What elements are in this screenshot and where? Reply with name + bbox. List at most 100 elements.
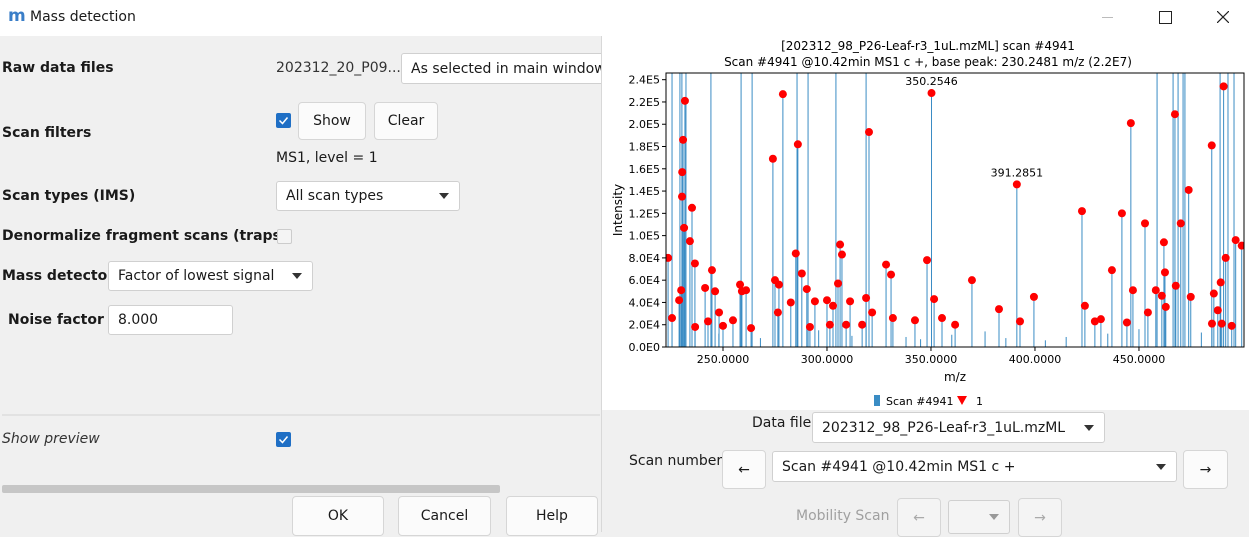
button[interactable]: → <box>1183 450 1228 489</box>
detected-peak <box>888 314 897 323</box>
y-tick-label: 4.0E4 <box>629 296 660 309</box>
detected-peak <box>1015 317 1024 326</box>
detected-peak <box>822 296 831 305</box>
maximize-button[interactable] <box>1159 11 1172 24</box>
combo-box[interactable]: Factor of lowest signal <box>108 261 313 291</box>
separator <box>2 414 600 416</box>
detected-peak <box>1231 236 1240 245</box>
field-label: Denormalize fragment scans (traps) <box>2 228 288 244</box>
x-tick-label: 400.0000 <box>1009 353 1062 366</box>
y-tick-label: 6.0E4 <box>629 274 660 287</box>
detected-peak <box>1170 110 1179 119</box>
detected-peak <box>728 316 737 325</box>
detected-peak <box>1184 185 1193 194</box>
detected-peak <box>1161 302 1170 311</box>
scrollbar[interactable] <box>2 485 500 493</box>
button[interactable]: Help <box>506 496 598 536</box>
plot-frame <box>665 72 1245 348</box>
detected-peak <box>1209 289 1218 298</box>
detected-peak <box>1186 292 1195 301</box>
y-tick-label: 2.0E5 <box>629 118 660 131</box>
annotation: 391.2851 <box>991 166 1044 179</box>
x-tick-label: 350.0000 <box>905 353 958 366</box>
detected-peak <box>1176 219 1185 228</box>
field-label: Mobility Scan <box>796 508 890 524</box>
y-tick-label: 2.0E4 <box>629 319 660 332</box>
detected-peak <box>1012 180 1021 189</box>
detected-peak <box>1213 306 1222 315</box>
detected-peak <box>1207 319 1216 328</box>
close-button[interactable] <box>1217 11 1229 23</box>
detected-peak <box>951 320 960 329</box>
detected-peak <box>1126 119 1135 128</box>
combo-box <box>948 500 1010 534</box>
y-tick-label: 1.8E5 <box>629 141 660 154</box>
detected-peak <box>842 320 851 329</box>
chart-subtitle: Scan #4941 @10.42min MS1 c +, base peak:… <box>724 55 1132 69</box>
detected-peak <box>793 140 802 149</box>
combo-box[interactable]: As selected in main window <box>401 53 606 84</box>
button[interactable]: Clear <box>374 102 438 140</box>
checkbox[interactable] <box>277 229 292 244</box>
detected-peak <box>679 135 688 144</box>
text-input[interactable]: 8.000 <box>108 305 233 335</box>
detected-peak <box>685 237 694 246</box>
detected-peak <box>668 314 677 323</box>
detected-peak <box>1237 241 1244 250</box>
detected-peak <box>938 314 947 323</box>
detected-peak <box>1219 82 1228 91</box>
detected-peak <box>680 96 689 105</box>
detected-peak <box>805 322 814 331</box>
detected-peak <box>778 90 787 99</box>
legend-swatch <box>957 396 967 405</box>
detected-peak <box>736 280 745 289</box>
y-axis-label: Intensity <box>611 184 625 236</box>
annotation: 350.2546 <box>905 75 958 88</box>
detected-peak <box>930 295 939 304</box>
combo-box[interactable]: Scan #4941 @10.42min MS1 c + <box>772 451 1177 482</box>
legend-label: 1 <box>976 395 983 408</box>
x-tick-label: 450.0000 <box>1113 353 1166 366</box>
combo-value: Scan #4941 @10.42min MS1 c + <box>782 458 1016 475</box>
detected-peak <box>701 283 710 292</box>
legend-swatch <box>874 395 880 406</box>
detected-peak <box>1117 209 1126 218</box>
combo-value: All scan types <box>286 188 384 204</box>
combo-box[interactable]: All scan types <box>276 181 460 211</box>
detected-peak <box>768 154 777 163</box>
detected-peak <box>691 322 700 331</box>
y-tick-label: 8.0E4 <box>629 252 660 265</box>
detected-peak <box>837 250 846 259</box>
y-tick-label: 2.4E5 <box>629 74 660 87</box>
detected-peak <box>802 285 811 294</box>
checkbox[interactable] <box>276 432 291 447</box>
detected-peak <box>1157 291 1166 300</box>
detected-peak <box>834 279 843 288</box>
detected-peak <box>677 286 686 295</box>
button[interactable]: Cancel <box>398 496 491 536</box>
x-axis-label: m/z <box>944 370 966 384</box>
button: ← <box>897 498 941 537</box>
y-tick-label: 2.2E5 <box>629 96 660 109</box>
combo-box[interactable]: 202312_98_P26-Leaf-r3_1uL.mzML <box>812 412 1105 443</box>
detected-peak <box>1227 321 1236 330</box>
minimize-button[interactable] <box>1102 17 1113 18</box>
y-tick-label: 1.2E5 <box>629 207 660 220</box>
detected-peak <box>923 256 932 265</box>
detected-peak <box>887 270 896 279</box>
detected-peak <box>1160 268 1169 277</box>
checkbox[interactable] <box>276 113 291 128</box>
title-bar <box>0 0 1249 36</box>
button[interactable]: OK <box>292 496 384 536</box>
detected-peak <box>1151 286 1160 295</box>
detected-peak <box>836 240 845 249</box>
detected-peak <box>711 287 720 296</box>
detected-peak <box>846 297 855 306</box>
detected-peak <box>797 269 806 278</box>
detected-peak <box>718 321 727 330</box>
button[interactable]: ← <box>722 450 766 489</box>
button[interactable]: Show <box>298 102 366 140</box>
detected-peak <box>666 253 673 262</box>
field-label: Noise factor <box>8 312 104 328</box>
